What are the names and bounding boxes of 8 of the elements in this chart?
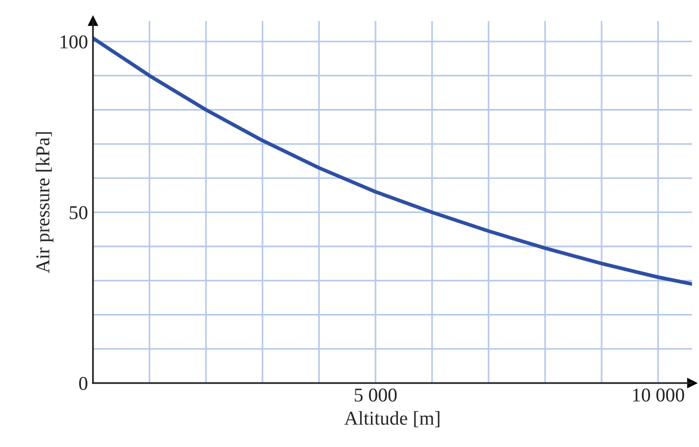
y-axis-title: Air pressure [kPa] bbox=[36, 132, 54, 274]
y-tick-label: 0 bbox=[79, 376, 88, 390]
line-series bbox=[92, 36, 692, 286]
x-tick-label: 10 000 bbox=[633, 388, 684, 402]
x-axis-title: Altitude [m] bbox=[344, 411, 440, 428]
y-tick-label: 100 bbox=[60, 35, 88, 48]
x-tick-label: 5 000 bbox=[354, 388, 397, 402]
y-tick-label: 50 bbox=[70, 206, 88, 220]
